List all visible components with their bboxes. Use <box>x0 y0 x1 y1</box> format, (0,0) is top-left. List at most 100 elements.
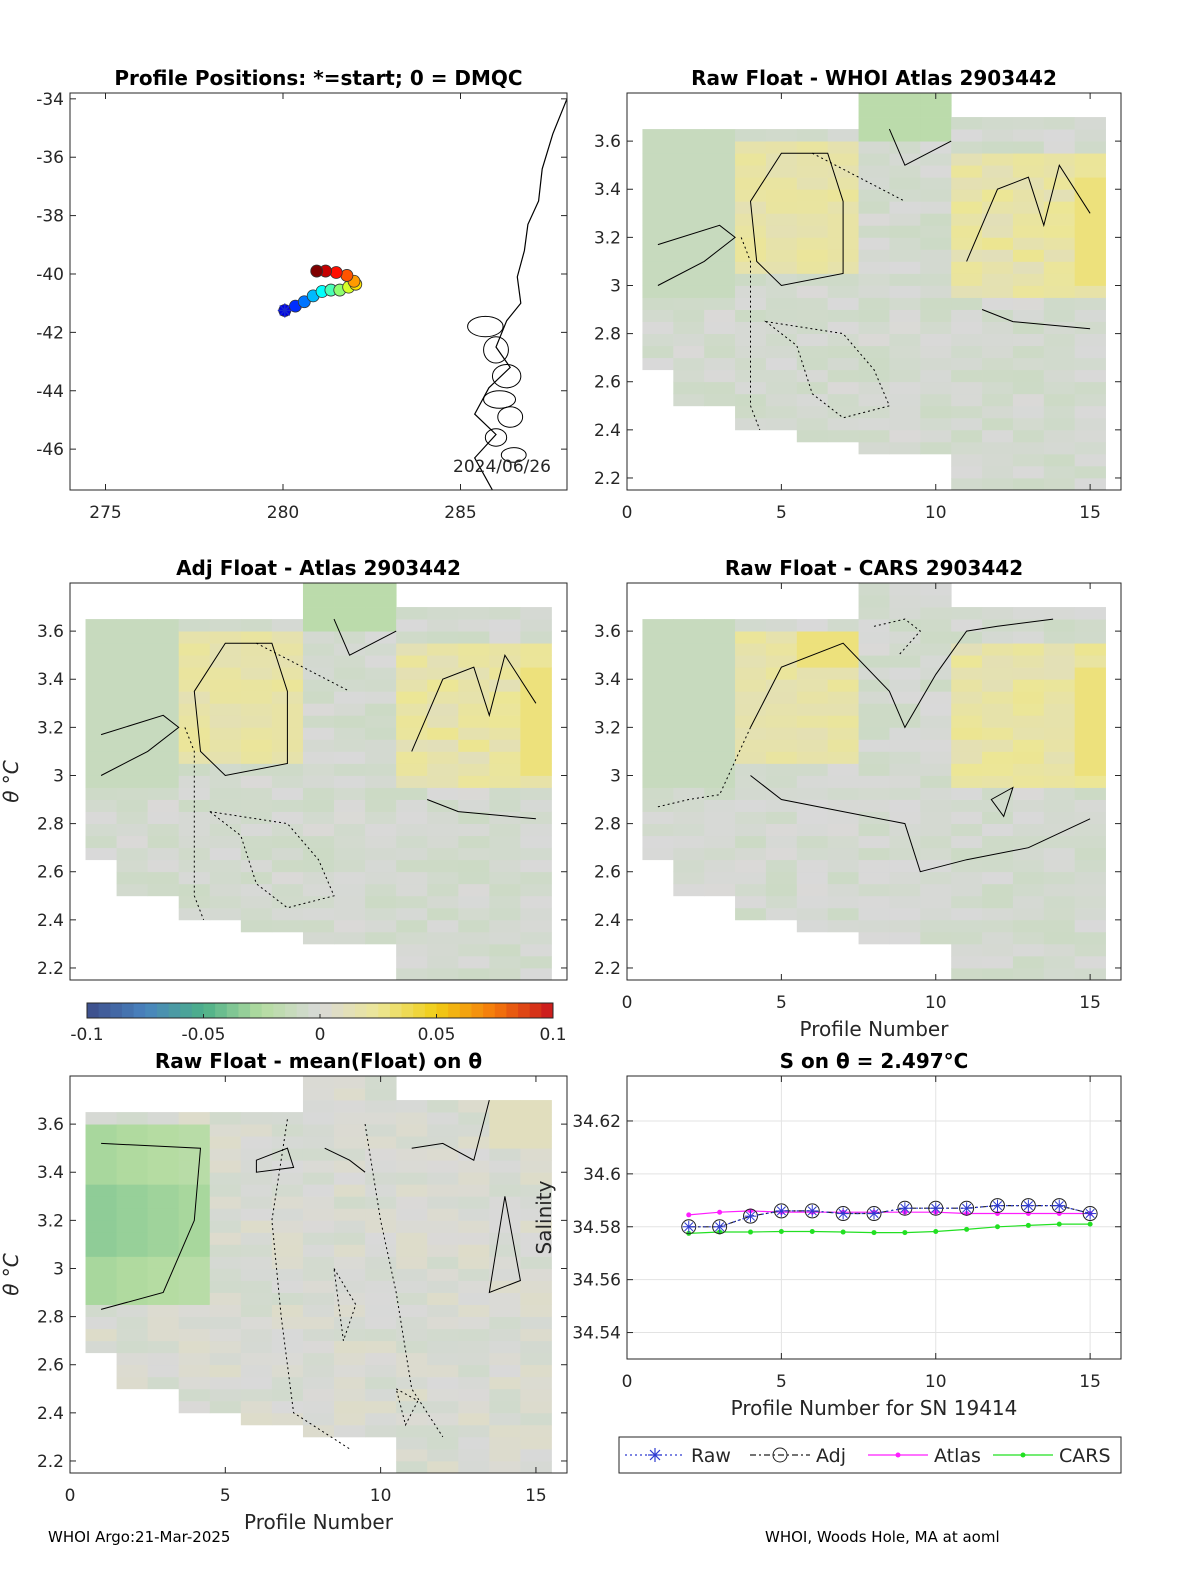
heatmap-cell <box>765 643 798 656</box>
heatmap-cell <box>271 655 304 668</box>
heatmap-cell <box>704 225 736 238</box>
heatmap-cell <box>889 153 921 166</box>
heatmap-cell <box>271 1352 304 1366</box>
heatmap-cell <box>489 739 521 752</box>
heatmap-cell <box>427 1460 459 1473</box>
heatmap-cell <box>458 1136 490 1149</box>
y-tick-label: 2.6 <box>594 863 621 883</box>
heatmap-cell <box>209 799 242 812</box>
heatmap-cell <box>920 429 952 443</box>
heatmap-cell <box>1012 739 1045 752</box>
series-adj <box>681 1198 1098 1235</box>
heatmap-cell <box>520 1148 552 1161</box>
heatmap-cell <box>427 1280 459 1293</box>
heatmap-cell <box>1043 859 1076 873</box>
heatmap-cell <box>489 1244 521 1257</box>
heatmap-cell <box>240 691 273 704</box>
heatmap-cell <box>458 1460 490 1473</box>
heatmap-cell <box>1043 237 1076 250</box>
island-outline <box>483 390 517 409</box>
heatmap-cell <box>951 859 983 873</box>
heatmap-cell <box>951 643 983 656</box>
heatmap-cell <box>209 1340 242 1354</box>
heatmap-cell <box>673 787 705 800</box>
plot-title: Profile Positions: *=start; 0 = DMQC <box>114 66 522 90</box>
heatmap-cell <box>209 1364 242 1378</box>
heatmap-cell <box>520 643 552 656</box>
heatmap-cell <box>920 93 952 106</box>
heatmap-cell <box>489 1220 521 1233</box>
y-tick-label: -44 <box>36 382 64 402</box>
data-point-adj <box>835 1206 851 1222</box>
heatmap-cell <box>796 787 829 800</box>
heatmap-cell <box>427 679 459 692</box>
heatmap-cell <box>302 607 335 620</box>
heatmap-cell <box>796 775 829 788</box>
heatmap-cell <box>427 1316 459 1330</box>
heatmap-cell <box>209 703 242 716</box>
heatmap-cell <box>520 835 552 849</box>
heatmap-cell <box>735 619 767 632</box>
heatmap-cell <box>85 1280 117 1293</box>
heatmap-cell <box>982 895 1014 909</box>
heatmap-cell <box>489 787 521 800</box>
heatmap-cell <box>982 967 1014 980</box>
plot-title: Raw Float - CARS 2903442 <box>725 556 1023 580</box>
heatmap-cell <box>302 1340 335 1354</box>
heatmap-cell <box>334 1304 366 1318</box>
heatmap-cell <box>365 931 397 945</box>
heatmap-cell <box>951 607 983 620</box>
heatmap-cell <box>458 1220 490 1233</box>
heatmap-cell <box>396 847 428 861</box>
heatmap-cell <box>1074 453 1106 467</box>
heatmap-cell <box>489 1400 521 1414</box>
heatmap-cell <box>858 823 890 837</box>
heatmap-cell <box>396 1280 428 1293</box>
heatmap-cell <box>889 607 921 620</box>
heatmap-cell <box>396 859 428 873</box>
heatmap-cell <box>1043 309 1076 322</box>
heatmap-cell <box>271 1112 304 1125</box>
heatmap-cell <box>209 691 242 704</box>
heatmap-cell <box>458 907 490 921</box>
heatmap-cell <box>147 679 180 692</box>
heatmap-cell <box>642 739 674 752</box>
heatmap-cell <box>302 787 335 800</box>
heatmap-cell <box>673 261 705 274</box>
heatmap-cell <box>302 655 335 668</box>
heatmap-cell <box>920 811 952 825</box>
heatmap-cell <box>765 357 798 371</box>
heatmap-cell <box>642 679 674 692</box>
heatmap-cell <box>147 703 180 716</box>
heatmap-cell <box>951 441 983 455</box>
heatmap-cell <box>365 1076 397 1089</box>
heatmap-cell <box>116 1256 149 1269</box>
heatmap-cell <box>489 1304 521 1318</box>
heatmap-cell <box>520 1112 552 1125</box>
heatmap-cell <box>858 285 890 298</box>
heatmap-cell <box>396 763 428 776</box>
colorbar-segment <box>378 1003 391 1018</box>
heatmap-cell <box>951 201 983 214</box>
heatmap-cell <box>396 739 428 752</box>
heatmap-cell <box>1074 811 1106 825</box>
heatmap-cell <box>334 1376 366 1390</box>
data-point-atlas <box>995 1211 1000 1217</box>
heatmap-cell <box>116 1160 149 1173</box>
heatmap-cell <box>489 859 521 873</box>
heatmap-cell <box>209 1172 242 1185</box>
heatmap-cell <box>240 1184 273 1197</box>
heatmap-cell <box>951 357 983 371</box>
heatmap-cell <box>920 835 952 849</box>
heatmap-cell <box>920 715 952 728</box>
heatmap-cell <box>85 787 117 800</box>
heatmap-cell <box>427 943 459 957</box>
heatmap-cell <box>951 297 983 310</box>
heatmap-cell <box>178 1328 211 1342</box>
heatmap-cell <box>982 117 1014 130</box>
heatmap-cell <box>735 237 767 250</box>
heatmap-cell <box>704 715 736 728</box>
heatmap-cell <box>427 1376 459 1390</box>
heatmap-cell <box>302 1268 335 1281</box>
heatmap-cell <box>365 679 397 692</box>
